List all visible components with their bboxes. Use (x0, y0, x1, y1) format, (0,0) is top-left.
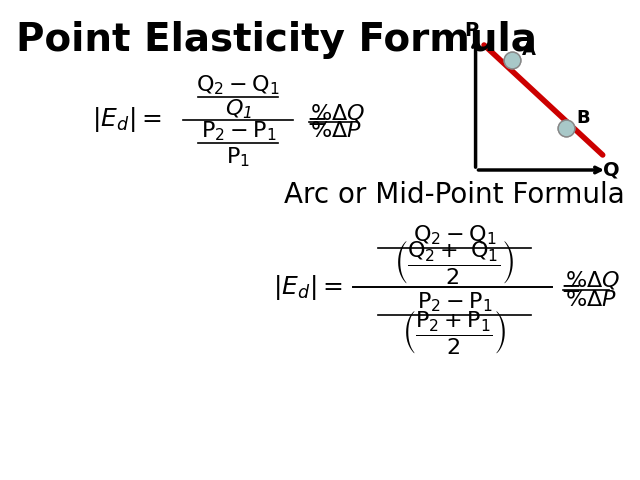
Text: Point Elasticity Formula: Point Elasticity Formula (16, 21, 537, 59)
Text: $|E_d|=$: $|E_d|=$ (92, 106, 162, 134)
Text: Q: Q (603, 160, 620, 180)
Text: $\mathregular{P_2 - P_1}$: $\mathregular{P_2 - P_1}$ (417, 290, 492, 314)
Text: $|E_d|=$: $|E_d|=$ (273, 273, 342, 301)
Text: $\mathregular{Q_1}$: $\mathregular{Q_1}$ (225, 97, 252, 121)
Text: $=$: $=$ (556, 275, 581, 299)
Text: $\left(\dfrac{\mathregular{Q_2 +\ Q_1}}{2}\right)$: $\left(\dfrac{\mathregular{Q_2 +\ Q_1}}{… (394, 238, 515, 286)
Text: B: B (577, 109, 590, 127)
Text: P: P (464, 21, 479, 39)
Text: $\mathit{\%\Delta P}$: $\mathit{\%\Delta P}$ (564, 290, 616, 310)
Text: $\mathregular{P_2 - P_1}$: $\mathregular{P_2 - P_1}$ (200, 119, 276, 143)
Text: $=$: $=$ (302, 108, 327, 132)
Text: Arc or Mid-Point Formula: Arc or Mid-Point Formula (284, 181, 625, 209)
Text: $\mathregular{Q_2 - Q_1}$: $\mathregular{Q_2 - Q_1}$ (196, 73, 280, 97)
Text: $\mathit{\%\Delta Q}$: $\mathit{\%\Delta Q}$ (564, 269, 620, 291)
Text: $\mathregular{P_1}$: $\mathregular{P_1}$ (227, 145, 250, 169)
Text: $\left(\dfrac{\mathregular{P_2 + P_1}}{2}\right)$: $\left(\dfrac{\mathregular{P_2 + P_1}}{2… (402, 308, 507, 356)
Text: $\mathit{\%\Delta P}$: $\mathit{\%\Delta P}$ (310, 121, 362, 141)
Text: $\mathregular{Q_2 - Q_1}$: $\mathregular{Q_2 - Q_1}$ (413, 223, 496, 247)
Text: $\mathit{\%\Delta Q}$: $\mathit{\%\Delta Q}$ (310, 102, 365, 124)
Text: A: A (522, 41, 536, 59)
